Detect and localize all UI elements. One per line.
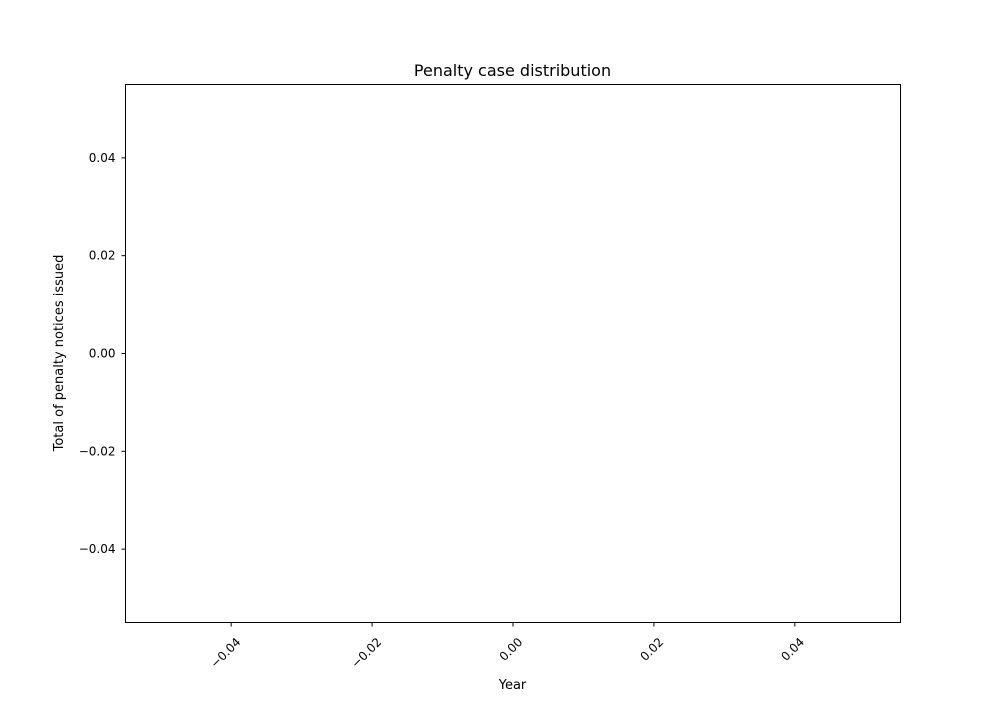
y-tick-label: −0.02 [79,444,116,458]
x-axis-ticks: −0.04 −0.02 0.00 0.02 0.04 [208,622,807,671]
x-tick-label: 0.04 [778,635,807,664]
plot-frame [125,84,901,623]
y-axis-ticks: −0.04 −0.02 0.00 0.02 0.04 [79,151,126,556]
y-tick-label: 0.00 [89,347,116,361]
plot-area [125,84,901,623]
x-axis-label: Year [498,678,527,693]
y-axis-label: Total of penalty notices issued [52,255,67,453]
chart-title: Penalty case distribution [414,61,611,80]
y-tick-label: 0.02 [89,249,116,263]
x-tick-label: 0.00 [497,635,526,664]
y-tick-label: 0.04 [89,151,116,165]
y-tick-label: −0.04 [79,542,116,556]
x-tick-label: −0.04 [208,635,244,671]
x-tick-label: −0.02 [349,635,385,671]
x-tick-label: 0.02 [637,635,666,664]
